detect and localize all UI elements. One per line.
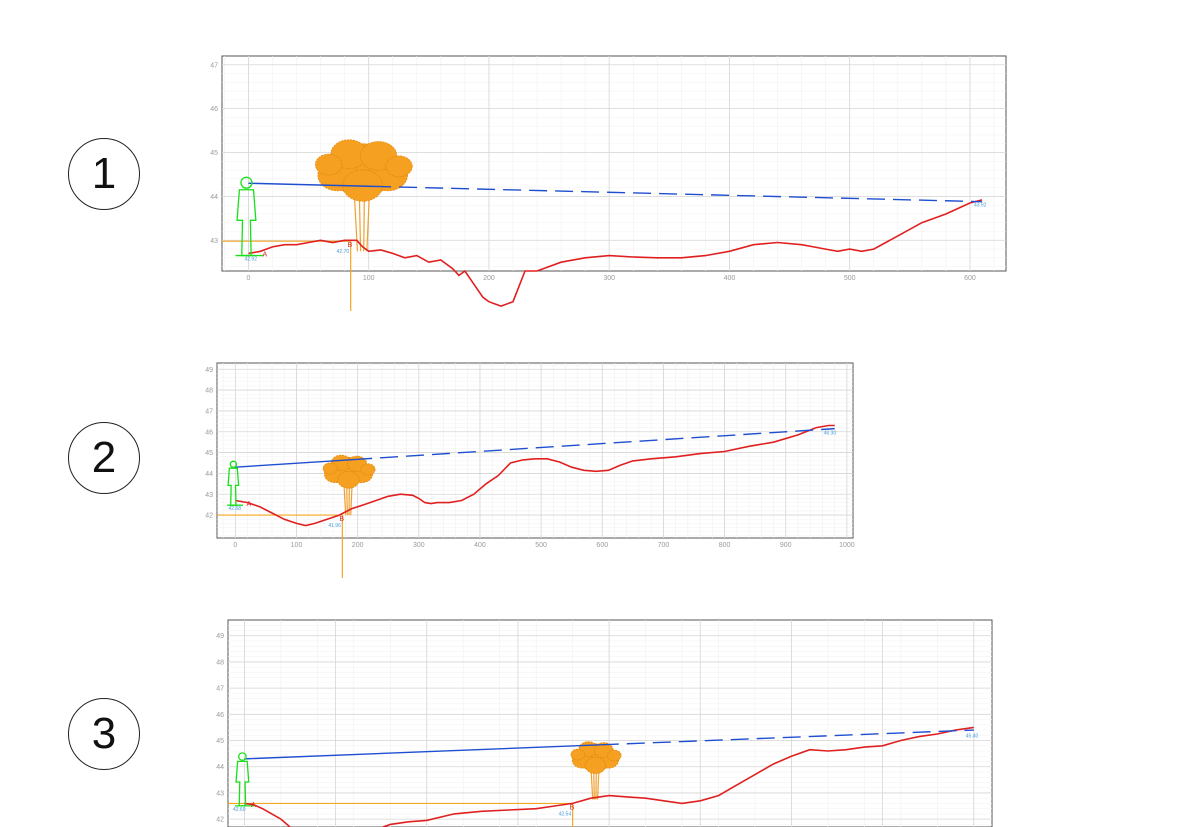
y-tick-label: 45 [205, 450, 213, 457]
point-b-label: B [570, 804, 575, 811]
point-a-value: 42.68 [229, 506, 242, 512]
sight-line-dashed [600, 729, 974, 746]
y-tick-label: 46 [216, 712, 224, 719]
point-b-value: 41.96 [328, 523, 341, 529]
x-tick-label: 900 [780, 542, 792, 549]
terrain-profile-line [235, 424, 835, 527]
terrain-profile-line [248, 199, 983, 307]
y-tick-label: 47 [216, 686, 224, 693]
x-tick-label: 500 [535, 542, 547, 549]
observer-figure-icon [227, 460, 244, 506]
y-tick-label: 45 [216, 738, 224, 745]
x-tick-label: 200 [352, 542, 364, 549]
y-tick-label: 42 [216, 817, 224, 824]
plot-content: A 42.60 B42.54 45.40 [228, 726, 979, 827]
point-a-value: 42.92 [244, 257, 257, 263]
y-tick-label: 48 [205, 388, 213, 395]
tree-crown [584, 756, 607, 774]
y-tick-label: 47 [205, 408, 213, 415]
x-tick-label: 200 [483, 275, 495, 282]
y-tick-label: 46 [210, 106, 218, 113]
point-a-label: A [247, 501, 252, 508]
tree-crown [606, 749, 622, 762]
y-tick-label: 44 [210, 194, 218, 201]
tree-crown [315, 153, 343, 176]
y-tick-label: 49 [216, 633, 224, 640]
end-point-value: 43.92 [974, 203, 987, 209]
observer-head [238, 752, 247, 761]
y-tick-label: 45 [210, 150, 218, 157]
plot-frame [227, 619, 993, 827]
end-point-value: 45.40 [966, 734, 979, 740]
panel-number-marker: 3 [68, 698, 140, 770]
y-tick-label: 48 [216, 659, 224, 666]
tree-crown [570, 748, 586, 761]
x-tick-label: 100 [291, 542, 303, 549]
x-tick-label: 0 [233, 542, 237, 549]
point-a-label: A [251, 802, 256, 809]
terrain-profile-line [244, 726, 974, 827]
x-tick-label: 100 [363, 275, 375, 282]
sight-line-solid [235, 458, 355, 468]
sight-line-dashed [373, 185, 982, 203]
end-point-value: 46.30 [824, 431, 837, 437]
panel-number-marker: 1 [68, 138, 140, 210]
x-tick-label: 400 [724, 275, 736, 282]
point-a-value: 42.60 [233, 807, 246, 813]
y-tick-label: 47 [210, 62, 218, 69]
y-tick-label: 44 [216, 764, 224, 771]
point-b-label: B [339, 516, 344, 523]
x-tick-label: 800 [719, 542, 731, 549]
point-b-value: 42.54 [559, 811, 572, 817]
observer-head [240, 176, 253, 189]
x-tick-label: 600 [596, 542, 608, 549]
point-a-label: A [262, 252, 267, 259]
x-tick-label: 500 [844, 275, 856, 282]
plot-frame [216, 362, 854, 539]
observer-figure-icon [234, 752, 255, 807]
tree-crown [322, 462, 338, 475]
observer-figure-icon [235, 176, 264, 257]
y-tick-label: 44 [205, 471, 213, 478]
y-tick-label: 46 [205, 429, 213, 436]
sight-line-solid [248, 182, 374, 188]
y-tick-label: 43 [216, 790, 224, 797]
y-tick-label: 43 [205, 492, 213, 499]
y-tick-label: 42 [205, 513, 213, 520]
tree-icon [315, 139, 413, 252]
x-tick-label: 400 [474, 542, 486, 549]
observer-head [229, 460, 238, 468]
panel-number-marker: 2 [68, 422, 140, 494]
x-tick-label: 300 [603, 275, 615, 282]
x-tick-label: 0 [247, 275, 251, 282]
x-tick-label: 600 [964, 275, 976, 282]
point-b-value: 42.70 [337, 249, 350, 255]
plot-content: A 42.92 B42.70 43.92 [222, 139, 987, 311]
point-b-label: B [348, 242, 353, 249]
plot-content: A 42.68 B41.96 46.30 [217, 424, 837, 578]
y-tick-label: 49 [205, 367, 213, 374]
tree-crown [385, 155, 413, 178]
x-tick-label: 700 [658, 542, 670, 549]
sight-line-dashed [354, 427, 835, 461]
sight-line-solid [244, 744, 601, 760]
tree-crown [337, 470, 360, 489]
y-tick-label: 43 [210, 238, 218, 245]
tree-icon [322, 454, 376, 516]
x-tick-label: 1000 [839, 542, 855, 549]
tree-crown [360, 463, 376, 476]
x-tick-label: 300 [413, 542, 425, 549]
